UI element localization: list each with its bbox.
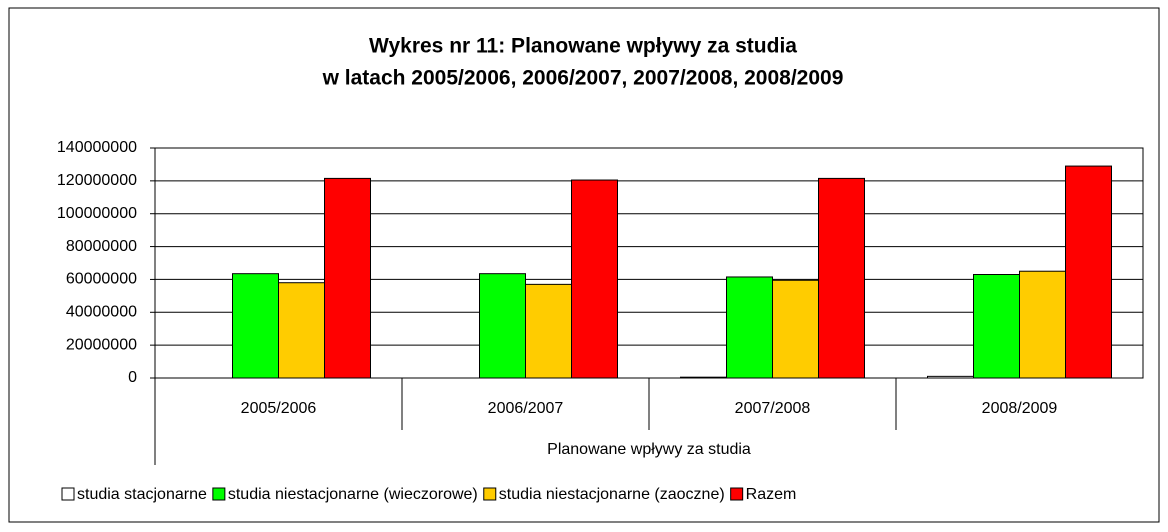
bar	[571, 179, 618, 379]
bar	[772, 279, 819, 379]
bar	[726, 276, 773, 379]
y-tick-label: 0	[128, 369, 137, 386]
legend-swatch	[483, 487, 497, 501]
bar	[1019, 270, 1066, 379]
y-tick-label: 100000000	[57, 205, 137, 222]
bar	[232, 273, 279, 379]
bar	[818, 177, 865, 379]
x-tick-label: 2008/2009	[982, 400, 1058, 417]
x-tick-label: 2006/2007	[488, 400, 564, 417]
x-axis-label: Planowane wpływy za studia	[547, 441, 751, 458]
bar	[1065, 165, 1112, 379]
bar	[973, 274, 1020, 379]
y-tick-label: 40000000	[66, 304, 137, 321]
legend-label: Razem	[746, 486, 797, 503]
y-tick-label: 80000000	[66, 238, 137, 255]
x-tick-label: 2007/2008	[735, 400, 811, 417]
chart-title: w latach 2005/2006, 2006/2007, 2007/2008…	[322, 67, 844, 90]
x-tick-label: 2005/2006	[241, 400, 317, 417]
legend-swatch	[212, 487, 226, 501]
legend-label: studia stacjonarne	[77, 486, 207, 503]
y-tick-label: 60000000	[66, 271, 137, 288]
bar	[324, 177, 371, 379]
legend-label: studia niestacjonarne (zaoczne)	[499, 486, 725, 503]
y-tick-label: 20000000	[66, 336, 137, 353]
legend-swatch	[730, 487, 744, 501]
bar	[525, 283, 572, 379]
bar	[278, 282, 325, 379]
legend-swatch	[61, 487, 75, 501]
bar	[479, 273, 526, 379]
y-tick-label: 140000000	[57, 139, 137, 156]
chart-title: Wykres nr 11: Planowane wpływy za studia	[369, 35, 797, 58]
legend-label: studia niestacjonarne (wieczorowe)	[228, 486, 478, 503]
y-tick-label: 120000000	[57, 172, 137, 189]
